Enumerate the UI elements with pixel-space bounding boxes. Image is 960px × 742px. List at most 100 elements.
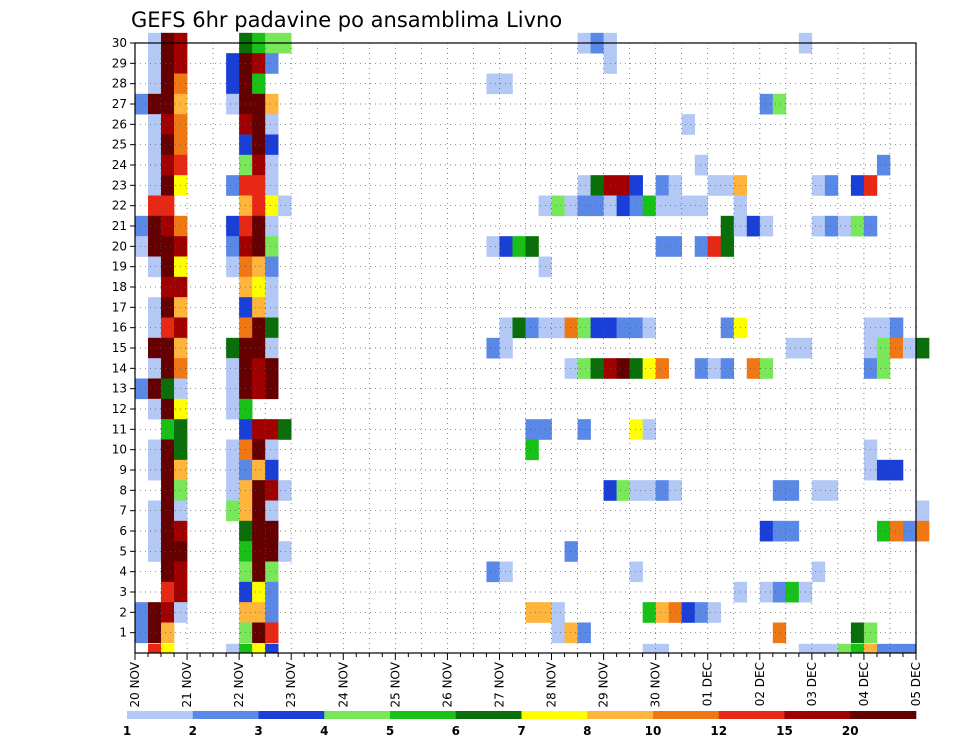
heatmap-cell	[252, 215, 266, 237]
heatmap-cell	[655, 175, 669, 196]
y-tick-label: 26	[112, 117, 127, 131]
heatmap-cell	[252, 622, 266, 644]
heatmap-cell	[265, 622, 279, 644]
heatmap-cell	[148, 520, 162, 542]
x-tick-label: 04 DEC	[857, 662, 871, 706]
heatmap-cell	[148, 256, 162, 278]
heatmap-cell	[811, 480, 826, 501]
legend-swatch	[390, 711, 457, 719]
heatmap-cell	[551, 195, 565, 217]
heatmap-cell	[824, 215, 839, 237]
heatmap-cell	[772, 581, 787, 603]
heatmap-cell	[265, 602, 279, 623]
heatmap-cell	[148, 378, 162, 400]
heatmap-cell	[577, 317, 591, 339]
heatmap-cell	[902, 337, 917, 359]
x-tick-label: 21 NOV	[180, 661, 194, 707]
heatmap-cell	[759, 358, 774, 379]
heatmap-cell	[655, 480, 669, 501]
chart-grid	[135, 42, 916, 653]
heatmap-cell	[252, 93, 266, 115]
heatmap-cell	[161, 581, 175, 603]
heatmap-cell	[629, 561, 643, 583]
y-tick-label: 11	[112, 422, 127, 436]
heatmap-cell	[148, 154, 162, 176]
x-tick-label: 22 NOV	[232, 661, 246, 707]
color-legend: 1 2 3 4 5 6 7 8 10 12 15 20	[123, 711, 917, 738]
y-tick-label: 1	[119, 626, 127, 640]
heatmap-cell	[148, 195, 162, 217]
heatmap-cell	[252, 459, 266, 481]
heatmap-cell	[161, 337, 175, 359]
heatmap-cell	[876, 459, 891, 481]
heatmap-cell	[916, 500, 930, 522]
heatmap-cell	[577, 419, 591, 440]
x-axis-ticks: 20 NOV 21 NOV 22 NOV 23 NOV 24 NOV 25 NOV 26 N…	[128, 653, 923, 708]
heatmap-cell	[642, 195, 656, 217]
heatmap-cell	[252, 581, 266, 603]
legend-label: 10	[645, 724, 662, 738]
y-tick-label: 14	[112, 361, 127, 375]
heatmap-cell	[161, 114, 175, 135]
heatmap-cell	[850, 175, 865, 196]
heatmap-cell	[759, 581, 774, 603]
heatmap-cell	[265, 520, 279, 542]
heatmap-cell	[265, 195, 279, 217]
legend-label: 4	[320, 724, 328, 738]
heatmap-cell	[824, 175, 839, 196]
heatmap-cell	[876, 337, 891, 359]
heatmap-cell	[564, 317, 578, 339]
heatmap-cell	[863, 643, 878, 654]
heatmap-cell	[161, 175, 175, 196]
x-tick-label: 28 NOV	[545, 661, 559, 707]
heatmap-cell	[577, 195, 591, 217]
y-tick-label: 4	[119, 565, 127, 579]
heatmap-cell	[135, 602, 149, 623]
legend-label: 12	[710, 724, 727, 738]
heatmap-cell	[694, 154, 709, 176]
heatmap-cell	[486, 561, 500, 583]
heatmap-cell	[226, 439, 240, 461]
heatmap-cell	[265, 459, 279, 481]
heatmap-cell	[161, 459, 175, 481]
heatmap-cell	[135, 93, 149, 115]
heatmap-cell	[681, 114, 696, 135]
heatmap-cell	[161, 154, 175, 176]
heatmap-cell	[499, 236, 513, 257]
heatmap-cell	[499, 561, 513, 583]
heatmap-cell	[252, 541, 266, 562]
heatmap-cell	[811, 643, 826, 654]
heatmap-cell	[889, 337, 904, 359]
x-tick-label: 03 DEC	[805, 662, 819, 706]
heatmap-cell	[642, 419, 656, 440]
heatmap-cell	[161, 398, 175, 420]
legend-swatch	[784, 711, 851, 719]
heatmap-cell	[629, 317, 643, 339]
x-tick-label: 20 NOV	[128, 661, 142, 707]
heatmap-cell	[148, 398, 162, 420]
heatmap-cell	[499, 317, 513, 339]
heatmap-cell	[681, 602, 696, 623]
heatmap-cell	[161, 480, 175, 501]
heatmap-cell	[759, 93, 774, 115]
heatmap-cell	[616, 480, 630, 501]
legend-label: 20	[842, 724, 859, 738]
heatmap-cell	[148, 236, 162, 257]
heatmap-cell	[707, 602, 722, 623]
heatmap-cell	[265, 53, 279, 74]
legend-label: 2	[189, 724, 197, 738]
heatmap-cell	[278, 419, 292, 440]
heatmap-cell	[499, 73, 513, 95]
heatmap-cell	[265, 114, 279, 135]
heatmap-cell	[161, 236, 175, 257]
heatmap-cell	[694, 358, 709, 379]
heatmap-cell	[850, 215, 865, 237]
heatmap-cell	[850, 622, 865, 644]
y-tick-label: 30	[112, 36, 127, 50]
heatmap-cell	[707, 358, 722, 379]
heatmap-cell	[148, 114, 162, 135]
heatmap-cell	[798, 643, 813, 654]
heatmap-cell	[564, 622, 578, 644]
heatmap-cell	[642, 317, 656, 339]
heatmap-cell	[265, 175, 279, 196]
